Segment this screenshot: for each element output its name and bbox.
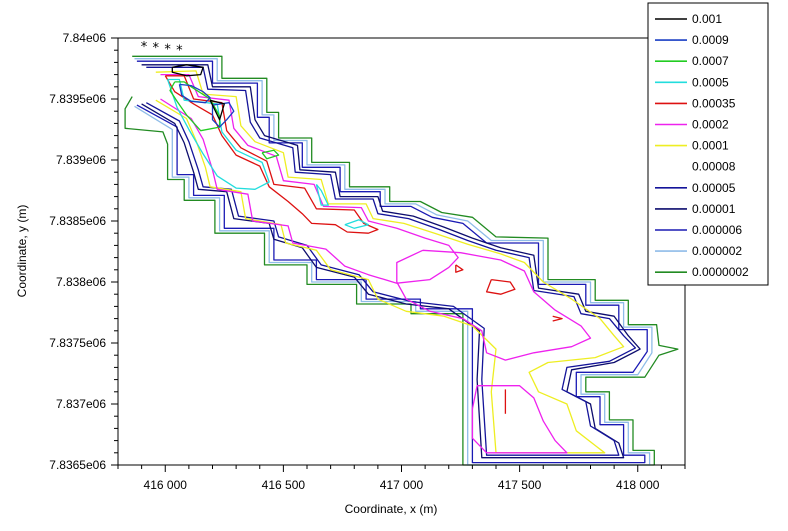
contour-line-15 (315, 183, 329, 206)
contour-line-20 (211, 102, 235, 128)
x-tick-label: 417 000 (380, 478, 424, 492)
legend-label: 0.00005 (692, 181, 736, 195)
contour-line-19 (178, 83, 211, 104)
star-markers: * * * * (141, 40, 183, 59)
x-tick-label: 418 000 (616, 478, 660, 492)
y-tick-label: 7.8385e06 (49, 214, 106, 228)
legend-label: 0.0002 (692, 118, 729, 132)
contour-line-13 (552, 315, 563, 322)
x-tick-label: 416 500 (262, 478, 306, 492)
contour-line-21 (171, 64, 204, 77)
contour-line-4 (145, 66, 637, 456)
legend-label: 0.000002 (692, 244, 742, 258)
y-tick-label: 7.838e06 (56, 275, 106, 289)
contour-line-12 (455, 264, 464, 273)
contour-line-7 (396, 249, 592, 361)
contour-line-6 (160, 73, 459, 284)
legend-label: 0.0009 (692, 33, 729, 47)
legend-label: 0.0007 (692, 54, 729, 68)
contour-line-5 (155, 70, 625, 454)
contour-line-18 (261, 149, 280, 160)
y-axis-title: Coordinate, y (m) (15, 205, 29, 298)
y-tick-label: 7.84e06 (63, 31, 107, 45)
legend-items: 0.001 0.0009 0.0007 0.0005 0.00035 0.0002 0.00… (655, 12, 749, 279)
y-tick-label: 7.8395e06 (49, 92, 106, 106)
legend-label: 0.000006 (692, 223, 742, 237)
contour-line-10 (485, 278, 516, 295)
legend: 0.001 0.0009 0.0007 0.0005 0.00035 0.0002 0.00… (647, 2, 769, 286)
x-axis-ticks: 416 000 416 500 417 000 417 500 418 000 (117, 465, 686, 492)
legend-label: 0.00008 (692, 160, 736, 174)
y-tick-label: 7.837e06 (56, 397, 106, 411)
x-axis-title: Coordinate, x (m) (345, 502, 438, 516)
legend-label: 0.001 (692, 12, 722, 26)
star-marker-1: * (153, 41, 160, 56)
y-tick-label: 7.839e06 (56, 153, 106, 167)
contour-lines (124, 55, 679, 466)
y-tick-label: 7.8375e06 (49, 336, 106, 350)
star-marker-3: * (176, 44, 183, 59)
contour-line-22 (209, 99, 225, 121)
legend-box (647, 2, 769, 286)
y-axis-ticks: 7.8365e06 7.837e06 7.8375e06 7.838e06 7.8385… (49, 31, 118, 472)
legend-label: 0.00035 (692, 96, 736, 110)
star-marker-0: * (141, 40, 148, 55)
x-tick-label: 417 500 (498, 478, 542, 492)
contour-line-1 (134, 58, 653, 466)
legend-label: 0.0000002 (692, 265, 749, 279)
star-marker-2: * (164, 42, 171, 57)
contour-line-16 (344, 219, 370, 229)
contour-line-2 (136, 60, 648, 464)
contour-line-3 (141, 64, 641, 459)
y-tick-label: 7.8365e06 (49, 458, 106, 472)
contour-line-0 (124, 55, 679, 466)
legend-label: 0.0005 (692, 75, 729, 89)
legend-label: 0.00001 (692, 202, 736, 216)
x-tick-label: 416 000 (144, 478, 188, 492)
contour-line-9 (164, 75, 379, 234)
legend-label: 0.0001 (692, 139, 729, 153)
contour-line-8 (471, 385, 568, 454)
